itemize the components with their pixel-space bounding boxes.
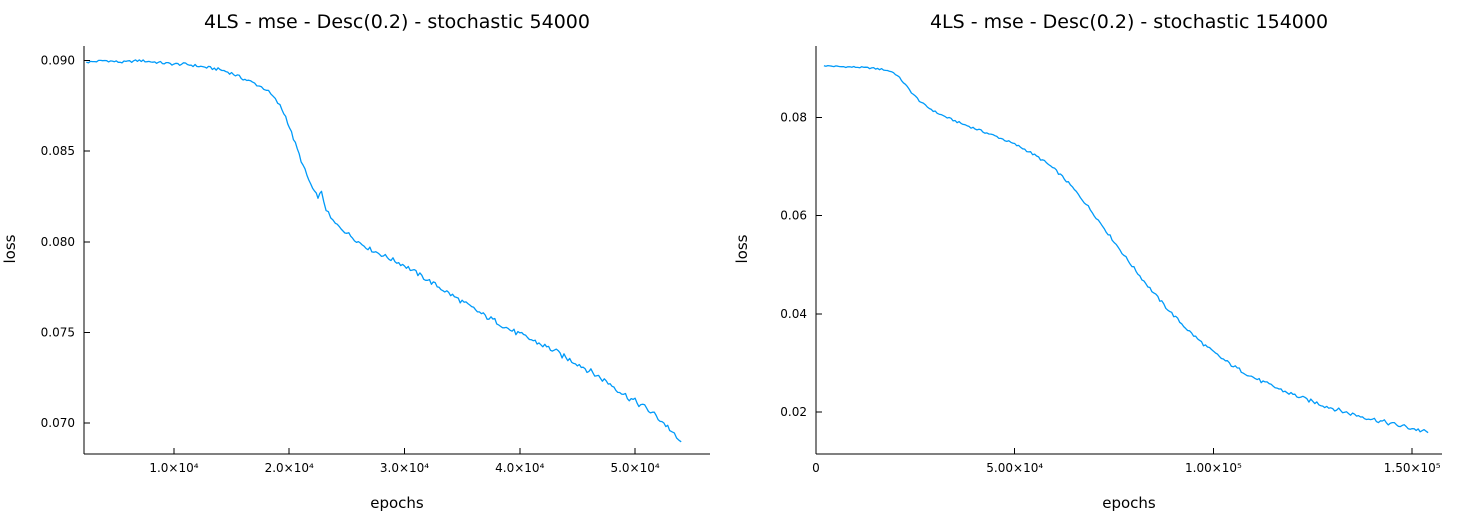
x-tick-label: 5.00×10⁴ xyxy=(986,461,1043,475)
chart-canvas: 0 5.00×10⁴ 1.00×10⁵ 1.50×10⁵ 0.02 0.04 0.06 0.0… xyxy=(780,46,1442,475)
y-tick-label: 0.080 xyxy=(41,235,75,249)
y-tick-label: 0.02 xyxy=(780,405,807,419)
x-axis-label: epochs xyxy=(1102,494,1156,512)
x-tick-label: 4.0×10⁴ xyxy=(495,461,544,475)
chart-stochastic-54000: 4LS - mse - Desc(0.2) - stochastic 54000… xyxy=(1,11,710,512)
chart-stochastic-154000: 4LS - mse - Desc(0.2) - stochastic 15400… xyxy=(732,0,1464,518)
x-tick-label: 1.00×10⁵ xyxy=(1185,461,1242,475)
chart-title: 4LS - mse - Desc(0.2) - stochastic 54000 xyxy=(203,11,590,33)
y-tick-label: 0.06 xyxy=(780,209,807,223)
y-tick-label: 0.090 xyxy=(41,54,75,68)
x-tick-label: 2.0×10⁴ xyxy=(265,461,314,475)
y-tick-label: 0.075 xyxy=(41,326,75,340)
x-tick-label: 3.0×10⁴ xyxy=(380,461,429,475)
chart-title: 4LS - mse - Desc(0.2) - stochastic 15400… xyxy=(929,11,1329,33)
loss-curve xyxy=(823,64,1429,434)
y-tick-label: 0.070 xyxy=(41,416,75,430)
loss-curve xyxy=(86,59,682,443)
y-tick-label: 0.08 xyxy=(780,110,807,124)
x-tick-label: 1.0×10⁴ xyxy=(149,461,198,475)
x-tick-label: 0 xyxy=(812,461,820,475)
axes xyxy=(83,46,710,455)
x-tick-label: 1.50×10⁵ xyxy=(1384,461,1441,475)
y-tick-label: 0.04 xyxy=(780,307,807,321)
axes xyxy=(815,46,1442,455)
x-tick-label: 5.0×10⁴ xyxy=(610,461,659,475)
chart-canvas: 1.0×10⁴ 2.0×10⁴ 3.0×10⁴ 4.0×10⁴ 5.0×10⁴ 0.070… xyxy=(41,46,710,475)
y-tick-label: 0.085 xyxy=(41,144,75,158)
x-axis-label: epochs xyxy=(370,494,424,512)
